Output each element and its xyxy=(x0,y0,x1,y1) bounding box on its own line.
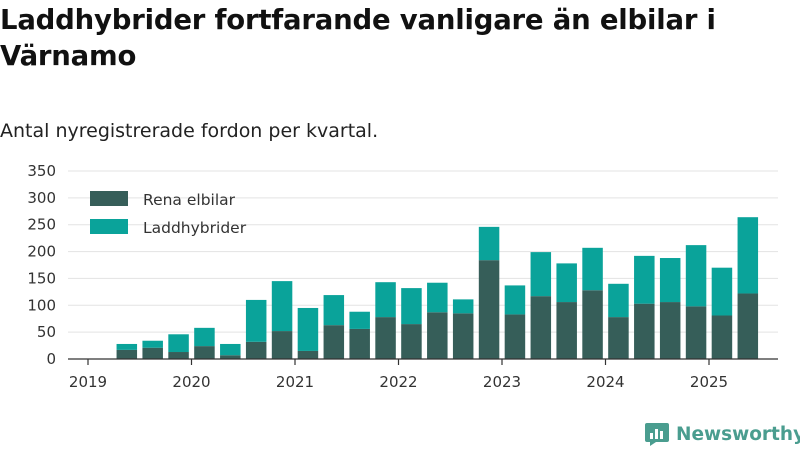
bar-laddhybrider-2019-Q2 xyxy=(116,343,138,350)
bar-laddhybrider-2020-Q4 xyxy=(271,281,293,332)
bar-laddhybrider-2024-Q4 xyxy=(685,245,707,307)
y-tick-label: 100 xyxy=(27,296,56,314)
bar-rena-elbilar-2022-Q2 xyxy=(427,312,448,359)
bar-rena-elbilar-2021-Q2 xyxy=(323,325,345,359)
bar-rena-elbilar-2019-Q4 xyxy=(168,352,189,359)
bar-laddhybrider-2023-Q1 xyxy=(504,285,526,315)
axes: 0 50 100 150 200 250 300 350 2019 2020 2021 2022 202… xyxy=(27,162,778,391)
bar-rena-elbilar-2023-Q1 xyxy=(504,314,526,359)
legend-swatch-laddhybrider xyxy=(90,219,128,234)
bar-laddhybrider-2020-Q1 xyxy=(194,327,215,347)
bar-rena-elbilar-2019-Q3 xyxy=(142,347,163,359)
y-tick-label: 200 xyxy=(27,243,56,261)
bar-rena-elbilar-2024-Q3 xyxy=(659,302,681,359)
bar-rena-elbilar-2023-Q4 xyxy=(582,290,603,359)
bar-rena-elbilar-2022-Q4 xyxy=(478,260,500,359)
x-tick-label: 2025 xyxy=(690,373,728,391)
bar-rena-elbilar-2021-Q4 xyxy=(375,317,396,359)
bar-rena-elbilar-2020-Q1 xyxy=(194,346,215,359)
bar-laddhybrider-2020-Q2 xyxy=(220,343,241,356)
bar-laddhybrider-2022-Q3 xyxy=(452,299,474,314)
bar-laddhybrider-2022-Q2 xyxy=(427,282,448,313)
x-tick-label: 2021 xyxy=(276,373,314,391)
bar-laddhybrider-2021-Q3 xyxy=(349,311,370,329)
y-tick-label: 350 xyxy=(27,162,56,180)
bar-rena-elbilar-2022-Q1 xyxy=(401,324,422,359)
y-tick-label: 150 xyxy=(27,269,56,287)
bar-rena-elbilar-2020-Q2 xyxy=(220,355,241,359)
bar-laddhybrider-2025-Q2 xyxy=(737,217,759,294)
bar-laddhybrider-2022-Q1 xyxy=(401,288,422,325)
bar-rena-elbilar-2024-Q1 xyxy=(608,317,629,359)
bar-laddhybrider-2024-Q3 xyxy=(659,258,681,303)
bar-rena-elbilar-2024-Q4 xyxy=(685,306,707,359)
x-tick-label: 2022 xyxy=(379,373,417,391)
bar-laddhybrider-2021-Q1 xyxy=(297,307,319,351)
bar-laddhybrider-2022-Q4 xyxy=(478,226,500,261)
brand-name: Newsworthy xyxy=(676,423,800,445)
x-tick-label: 2019 xyxy=(69,373,107,391)
bar-laddhybrider-2021-Q2 xyxy=(323,295,345,326)
bar-rena-elbilar-2019-Q2 xyxy=(116,349,138,359)
bar-rena-elbilar-2023-Q3 xyxy=(556,302,577,359)
y-tick-label: 50 xyxy=(37,323,56,341)
gridlines xyxy=(68,170,778,333)
bar-rena-elbilar-2025-Q2 xyxy=(737,293,759,359)
x-tick-label: 2023 xyxy=(483,373,521,391)
brand-logo: Newsworthy xyxy=(644,418,800,450)
x-tick-label: 2020 xyxy=(172,373,210,391)
bar-laddhybrider-2024-Q1 xyxy=(608,283,629,318)
x-tick-label: 2024 xyxy=(586,373,624,391)
bar-rena-elbilar-2022-Q3 xyxy=(452,313,474,359)
legend-label-rena-elbilar: Rena elbilar xyxy=(143,191,236,209)
legend-label-laddhybrider: Laddhybrider xyxy=(143,219,247,237)
chart-title: Laddhybrider fortfarande vanligare än el… xyxy=(0,4,716,72)
bar-laddhybrider-2019-Q4 xyxy=(168,334,189,353)
bar-laddhybrider-2025-Q1 xyxy=(711,267,733,316)
bar-laddhybrider-2023-Q3 xyxy=(556,263,577,303)
bar-laddhybrider-2024-Q2 xyxy=(634,255,655,304)
chart-bubble-logo-icon xyxy=(645,423,669,446)
bar-laddhybrider-2019-Q3 xyxy=(142,340,163,348)
bar-laddhybrider-2023-Q4 xyxy=(582,247,603,291)
y-tick-label: 250 xyxy=(27,216,56,234)
bar-rena-elbilar-2023-Q2 xyxy=(530,296,552,359)
y-tick-label: 300 xyxy=(27,189,56,207)
bar-rena-elbilar-2020-Q3 xyxy=(245,341,267,359)
legend-swatch-rena-elbilar xyxy=(90,191,128,206)
bar-rena-elbilar-2024-Q2 xyxy=(634,303,655,359)
bar-laddhybrider-2023-Q2 xyxy=(530,252,552,297)
y-tick-label: 0 xyxy=(46,350,56,368)
chart-subtitle: Antal nyregistrerade fordon per kvartal. xyxy=(0,120,379,142)
bar-rena-elbilar-2025-Q1 xyxy=(711,315,733,359)
legend: Rena elbilar Laddhybrider xyxy=(90,191,247,237)
bar-laddhybrider-2021-Q4 xyxy=(375,282,396,318)
bar-rena-elbilar-2020-Q4 xyxy=(271,331,293,359)
bar-laddhybrider-2020-Q3 xyxy=(245,299,267,342)
bars xyxy=(116,217,759,359)
bar-rena-elbilar-2021-Q3 xyxy=(349,328,370,359)
bar-rena-elbilar-2021-Q1 xyxy=(297,350,319,359)
